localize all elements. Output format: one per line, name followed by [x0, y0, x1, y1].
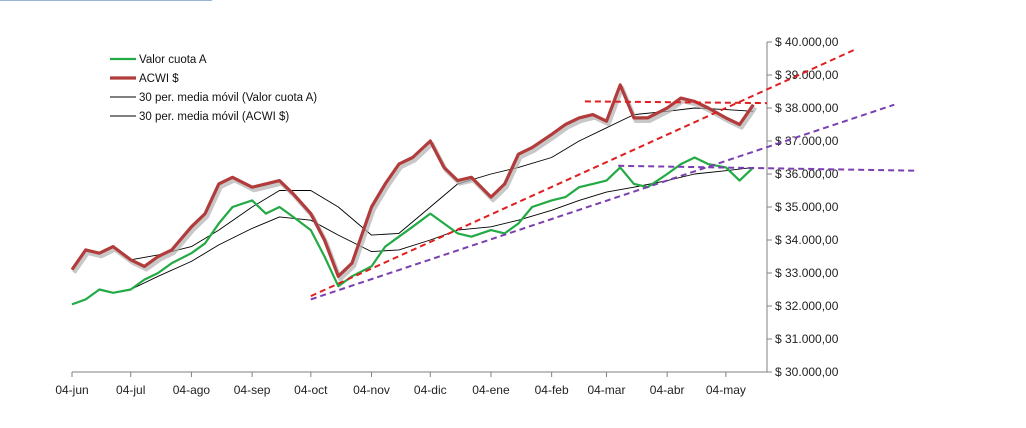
trendline-3 [310, 103, 895, 301]
y-tick-label: $ 38.000,00 [775, 101, 839, 115]
x-axis-ticks: 04-jun 04-jul 04-ago 04-sep 04-oct 04-nov 04-d… [55, 372, 746, 397]
trendline-2 [584, 100, 768, 105]
x-tick-label: 04-oct [294, 383, 328, 397]
y-tick-label: $ 33.000,00 [775, 266, 839, 280]
y-tick-label: $ 32.000,00 [775, 299, 839, 313]
x-tick-label: 04-feb [535, 383, 569, 397]
y-axis-ticks: $ 30.000,00 $ 31.000,00 $ 32.000,00 $ 33.00… [767, 35, 839, 379]
y-tick-label: $ 35.000,00 [775, 200, 839, 214]
x-tick-label: 04-sep [234, 383, 271, 397]
x-tick-label: 04-nov [353, 383, 390, 397]
y-tick-label: $ 39.000,00 [775, 68, 839, 82]
x-tick-label: 04-jul [116, 383, 145, 397]
legend-label: ACWI $ [139, 73, 179, 85]
x-tick-label: 04-dic [414, 383, 447, 397]
y-tick-label: $ 36.000,00 [775, 167, 839, 181]
y-tick-label: $ 34.000,00 [775, 233, 839, 247]
x-tick-label: 04-may [706, 383, 746, 397]
x-tick-label: 04-ene [472, 383, 510, 397]
y-tick-label: $ 30.000,00 [775, 365, 839, 379]
series-line-ma-acwi [130, 107, 754, 261]
legend-label: 30 per. media móvil (ACWI $) [139, 111, 289, 123]
trendline-layer [310, 47, 916, 301]
y-tick-label: $ 40.000,00 [775, 35, 839, 49]
series-line-valor-cuota-a [71, 156, 755, 306]
legend: Valor cuota A ACWI $ 30 per. media móvil (… [110, 54, 317, 123]
x-tick-label: 04-ago [173, 383, 211, 397]
x-tick-label: 04-abr [650, 383, 685, 397]
y-tick-label: $ 31.000,00 [775, 332, 839, 346]
series-line-acwi-shadow [72, 85, 758, 282]
legend-label: 30 per. media móvil (Valor cuota A) [139, 92, 317, 104]
y-tick-label: $ 37.000,00 [775, 134, 839, 148]
top-border-line [0, 0, 212, 1]
legend-label: Valor cuota A [139, 54, 207, 66]
series-layer [70, 83, 758, 306]
x-tick-label: 04-jun [55, 383, 88, 397]
series-line-acwi [70, 83, 755, 278]
x-tick-label: 04-mar [587, 383, 625, 397]
